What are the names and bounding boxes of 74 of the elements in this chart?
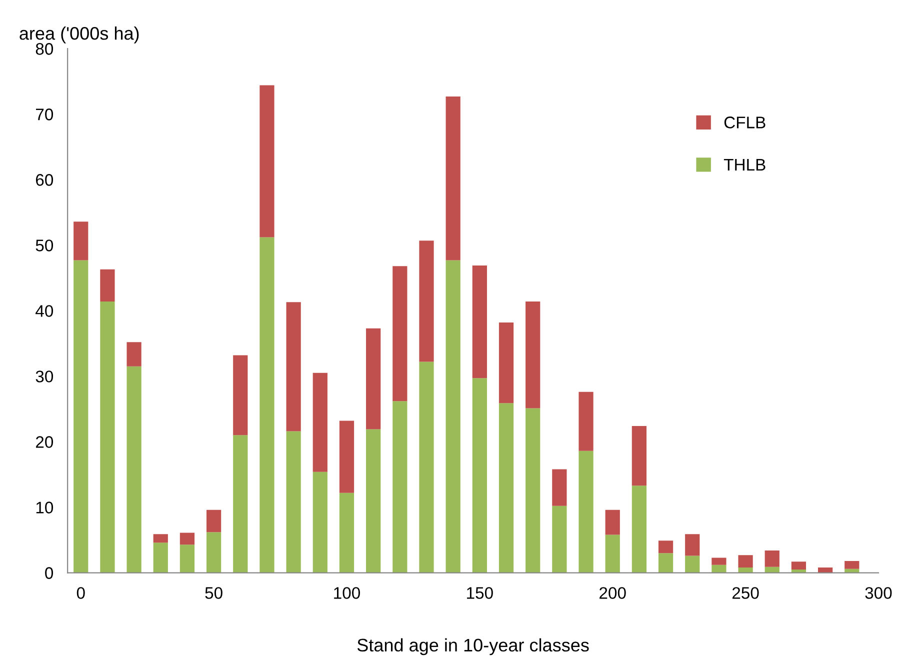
bar [446,96,460,260]
bar [578,392,594,451]
bar [712,564,726,573]
bar [498,322,514,404]
bar [74,260,88,573]
bar [685,556,700,573]
x-tick-label: 50 [205,587,222,599]
y-tick-label: 0 [45,567,54,579]
bar [260,237,274,573]
y-tick-label: 40 [36,305,54,317]
y-tick-label: 20 [36,436,54,448]
y-tick-label: 50 [36,240,54,252]
bar [526,302,540,408]
bar [392,401,408,573]
x-tick-label: 100 [334,587,360,599]
bar [685,534,700,556]
x-tick-label: 300 [865,587,892,599]
bar [74,222,88,260]
bar [339,492,354,573]
x-tick-label: 200 [600,587,626,599]
bar [844,560,860,569]
bar [126,366,142,573]
bar [632,426,647,486]
bar [206,510,222,532]
bar [286,431,301,573]
bar [180,532,195,545]
bar [764,550,780,567]
bar [286,302,301,432]
y-axis-title: area ('000s ha) [20,26,139,44]
bar [446,260,460,573]
bar [712,558,726,565]
legend-label: THLB [724,159,766,170]
bar [312,372,328,472]
bar [472,378,487,573]
bar [552,469,567,506]
bar [632,486,647,573]
x-tick-label: 150 [467,587,493,599]
bar [366,328,381,430]
bar [233,355,248,436]
y-tick-label: 60 [36,174,54,186]
bar [419,362,434,573]
bar [552,506,567,573]
bar [339,420,354,493]
bar [658,553,674,573]
bar [605,510,620,535]
x-tick-label: 0 [76,587,85,599]
y-tick-label: 30 [36,370,54,382]
bar [153,542,168,573]
bar [526,408,540,573]
y-tick-label: 10 [36,502,54,514]
bar [206,532,222,573]
bar [126,342,142,366]
bar [180,544,195,573]
bar [498,403,514,573]
bar [260,85,274,238]
x-tick-label: 250 [732,587,759,599]
bar [366,429,381,573]
legend-label: CFLB [724,116,766,128]
bar [658,540,674,554]
bar [419,240,434,362]
bar [472,265,487,378]
y-tick-label: 70 [36,108,54,120]
bar [392,266,408,402]
bar [100,302,115,573]
bar [233,435,248,573]
bar [738,555,753,568]
bar [791,562,806,570]
bar [578,450,594,573]
bar [100,269,115,302]
bar [153,534,168,543]
bar [605,534,620,573]
x-axis-title: Stand age in 10-year classes [357,638,589,656]
bar [312,472,328,573]
y-tick-label: 80 [36,43,54,55]
